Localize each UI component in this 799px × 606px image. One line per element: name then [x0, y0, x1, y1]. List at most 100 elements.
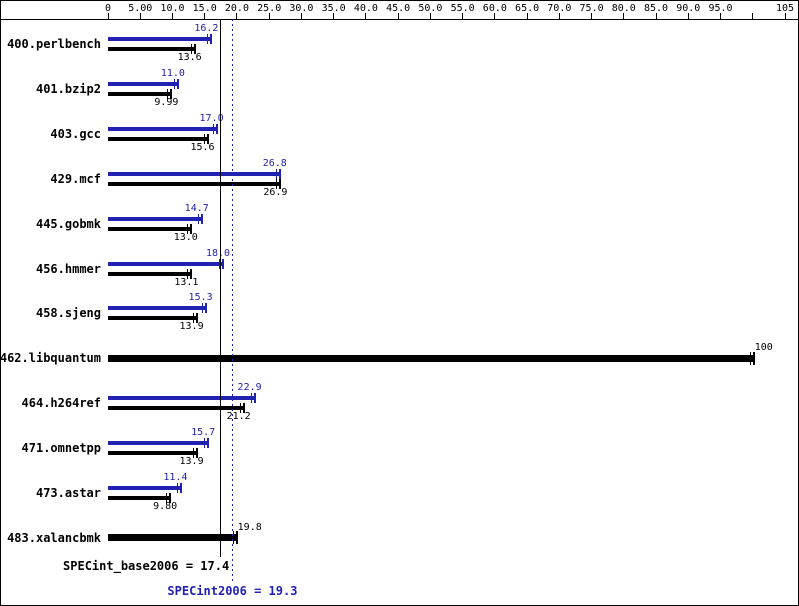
base-value-label: 13.9 — [179, 456, 204, 468]
bar-end-tick — [239, 403, 241, 414]
bar-end-tick — [179, 483, 182, 493]
bar-end-tick — [242, 403, 245, 414]
bar-end-tick — [192, 448, 194, 459]
bar-end-tick — [195, 448, 198, 459]
axis-tick — [429, 13, 431, 19]
axis-tick-label: 50.0 — [418, 3, 443, 14]
bar-end-tick — [167, 88, 169, 99]
benchmark-name: 483.xalancbmk — [7, 530, 101, 545]
base-value-label: 13.0 — [173, 231, 198, 243]
bar-end-tick — [210, 34, 213, 44]
peak-median-line — [231, 19, 233, 582]
benchmark-name: 445.gobmk — [35, 216, 101, 231]
base-bar — [108, 91, 173, 96]
base-bar — [108, 47, 196, 51]
bar-end-tick — [232, 531, 234, 545]
bar-end-tick — [190, 44, 192, 54]
axis-tick-label: 30.0 — [289, 3, 314, 14]
axis-tick-label: 5.00 — [128, 3, 153, 14]
base-value-label: 9.99 — [154, 96, 179, 108]
axis-tick — [720, 13, 722, 19]
axis-tick-label: 15.0 — [192, 3, 217, 14]
axis-tick — [494, 13, 496, 19]
benchmark-name: 464.h264ref — [21, 396, 101, 411]
benchmark-name: 456.hmmer — [35, 261, 101, 276]
base-median-line — [219, 19, 221, 557]
peak-bar — [108, 171, 281, 176]
base-bar — [108, 316, 198, 321]
axis-tick — [204, 13, 206, 19]
bar-end-tick — [193, 44, 196, 54]
axis-tick — [687, 13, 689, 19]
peak-value-label: 11.0 — [160, 67, 185, 79]
peak-bar — [108, 216, 203, 221]
peak-value-label: 16.2 — [194, 23, 219, 34]
bar-end-tick — [169, 493, 172, 503]
axis-tick — [139, 13, 141, 19]
bar-end-tick — [176, 483, 178, 493]
axis-tick — [333, 13, 335, 19]
base-bar — [108, 406, 245, 411]
bar-end-tick — [279, 178, 282, 189]
bar-end-tick — [173, 78, 175, 89]
peak-value-label: 22.9 — [237, 382, 262, 394]
bar-end-tick — [275, 168, 277, 179]
axis-tick — [365, 13, 367, 19]
axis-tick-label: 10.0 — [160, 3, 185, 14]
base-value-label: 21.2 — [226, 411, 251, 423]
axis-tick-label: 85.0 — [644, 3, 669, 14]
peak-value-label: 14.7 — [184, 202, 209, 214]
bar-end-tick — [278, 168, 281, 179]
axis-tick-label: 0 — [104, 3, 112, 14]
axis-tick-label: 20.0 — [224, 3, 249, 14]
base-value-label: 13.6 — [177, 52, 202, 63]
bar-end-tick — [276, 178, 278, 189]
bar-end-tick — [222, 258, 225, 269]
bar-end-tick — [204, 438, 206, 449]
bar-end-tick — [219, 258, 221, 269]
axis-tick — [623, 13, 625, 19]
bar-end-tick — [201, 303, 203, 314]
peak-value-label: 15.7 — [191, 427, 216, 439]
axis-tick-label: 95.0 — [708, 3, 733, 14]
bar-end-tick — [253, 393, 256, 404]
bar-end-tick — [207, 34, 209, 44]
axis-tick-label: 75.0 — [579, 3, 604, 14]
bar-end-tick — [192, 313, 194, 324]
benchmark-name: 400.perlbench — [7, 37, 101, 51]
benchmark-name: 462.libquantum — [0, 351, 101, 366]
bar-end-tick — [200, 213, 203, 224]
bar-value-label: 100 — [754, 342, 773, 354]
base-bar — [108, 496, 172, 500]
bar-end-tick — [176, 78, 179, 89]
peak-value-label: 18.0 — [205, 247, 231, 259]
axis-tick — [591, 13, 593, 19]
benchmark-name: 429.mcf — [50, 171, 101, 186]
bar-end-tick — [212, 123, 214, 134]
axis-tick — [462, 13, 464, 19]
bar-end-tick — [235, 531, 238, 545]
base-bar — [108, 226, 192, 231]
peak-value-label: 17.0 — [199, 112, 224, 124]
bar-end-tick — [190, 268, 193, 279]
axis-tick-label: 40.0 — [353, 3, 378, 14]
axis-tick-label: 25.0 — [257, 3, 282, 14]
axis-tick-label: 55.0 — [450, 3, 475, 14]
axis-tick-label: 105 — [775, 3, 795, 14]
x-axis-line — [1, 19, 798, 20]
peak-value-label: 15.3 — [188, 292, 213, 304]
axis-tick-label: 35.0 — [321, 3, 346, 14]
bar-end-tick — [206, 133, 209, 144]
axis-tick — [784, 13, 786, 19]
bar-end-tick — [195, 313, 198, 324]
base-bar — [108, 354, 753, 362]
peak-median-label: SPECint2006 = 19.3 — [167, 584, 298, 598]
bar-end-tick — [749, 351, 751, 365]
axis-tick-label: 65.0 — [515, 3, 540, 14]
base-value-label: 13.9 — [179, 321, 204, 333]
axis-tick-label: 45.0 — [386, 3, 411, 14]
base-bar — [108, 136, 209, 141]
axis-tick-label: 70.0 — [547, 3, 572, 14]
bar-value-label: 19.8 — [237, 521, 262, 533]
